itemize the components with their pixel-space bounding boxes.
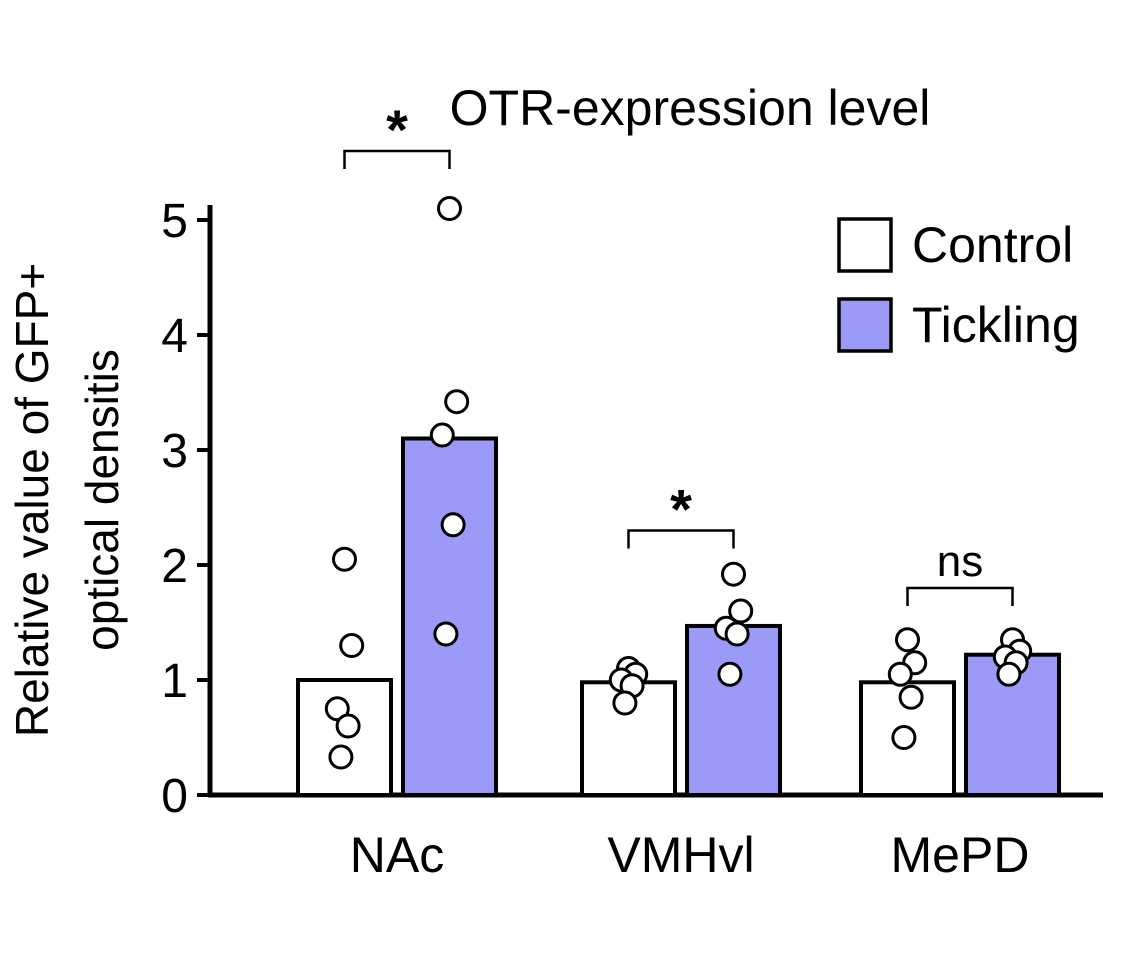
y-tick-label: 5 xyxy=(161,195,188,248)
axes: 0 1 2 3 4 5 NAc VMHvl MePD xyxy=(161,195,1103,883)
data-point xyxy=(339,633,365,658)
y-axis-label-line1: Relative value of GFP+ xyxy=(6,263,58,737)
data-point xyxy=(721,561,746,587)
significance-label: * xyxy=(670,478,692,541)
data-point xyxy=(612,690,638,716)
bar-tickling xyxy=(685,623,782,798)
x-tick-label: MePD xyxy=(891,827,1030,883)
y-tick-label: 0 xyxy=(161,770,188,823)
data-point xyxy=(429,422,455,448)
y-tick-label: 3 xyxy=(161,425,188,478)
y-axis-label-line2: optical densitis xyxy=(76,349,128,651)
data-points xyxy=(324,196,1033,770)
legend-swatch xyxy=(837,217,893,273)
data-point xyxy=(996,661,1022,687)
data-point xyxy=(433,621,459,647)
y-tick-label: 1 xyxy=(161,655,188,708)
data-point xyxy=(440,512,466,538)
significance-bracket xyxy=(627,529,735,549)
y-axis-label: Relative value of GFP+ optical densitis xyxy=(6,263,128,737)
data-point xyxy=(335,713,361,739)
significance-bracket xyxy=(343,149,451,169)
y-tick-label: 2 xyxy=(161,540,188,593)
significance-annotations: * * ns xyxy=(343,98,1014,606)
bar-tickling xyxy=(964,652,1061,798)
significance-label: ns xyxy=(937,537,983,586)
data-point xyxy=(891,725,917,750)
y-tick-label: 4 xyxy=(161,310,188,363)
data-point xyxy=(717,661,743,687)
legend-swatch xyxy=(837,297,893,353)
significance-label: * xyxy=(386,98,408,161)
data-point xyxy=(444,389,470,415)
data-point xyxy=(895,627,920,653)
data-point xyxy=(724,621,750,647)
data-point xyxy=(437,196,462,221)
significance-bracket xyxy=(906,586,1014,606)
x-tick-label: NAc xyxy=(350,827,444,883)
legend-label: Tickling xyxy=(912,297,1080,353)
data-point xyxy=(898,684,924,710)
legend: Control Tickling xyxy=(837,217,1080,353)
data-point xyxy=(328,744,354,770)
data-point xyxy=(332,546,357,572)
bar-tickling xyxy=(401,436,498,797)
legend-label: Control xyxy=(912,217,1073,273)
chart-title: OTR-expression level xyxy=(450,80,931,136)
data-point xyxy=(728,598,754,624)
x-tick-label: VMHvl xyxy=(607,827,754,883)
data-point xyxy=(887,661,913,687)
